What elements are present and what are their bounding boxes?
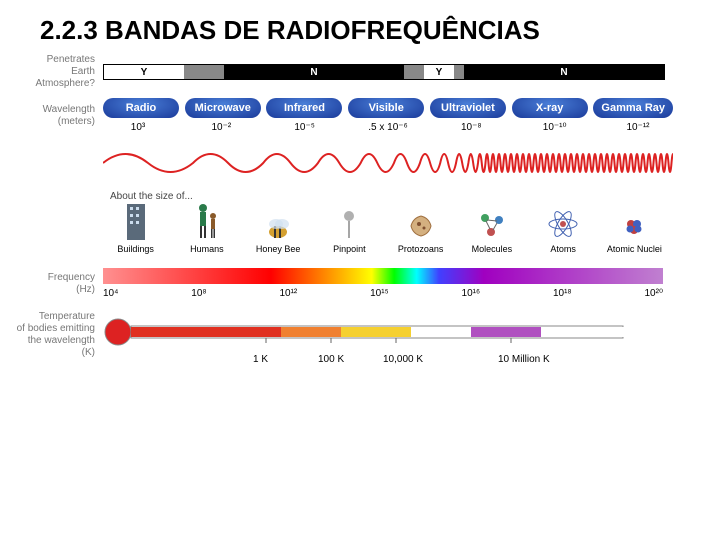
frequency-label: Frequency(Hz) <box>0 272 103 296</box>
band-pill: Ultraviolet <box>430 98 506 118</box>
size-caption: Honey Bee <box>256 244 301 254</box>
atmosphere-label: PenetratesEarthAtmosphere? <box>0 54 103 90</box>
wavelength-value: 10⁻¹² <box>603 122 673 133</box>
size-item: Protozoans <box>386 202 456 254</box>
frequency-value: 10¹² <box>279 288 297 299</box>
size-row: Buildings Humans Honey Bee Pinpoint Protozoa… <box>100 202 670 254</box>
atmosphere-segment: N <box>464 65 664 79</box>
protozoa-icon <box>407 202 435 240</box>
human-icon <box>195 202 219 240</box>
size-item: Humans <box>172 202 242 254</box>
pin-icon <box>338 202 360 240</box>
frequency-value: 10¹⁸ <box>553 288 572 299</box>
frequency-bar <box>103 268 663 284</box>
size-item: Honey Bee <box>243 202 313 254</box>
atmosphere-segment: Y <box>104 65 184 79</box>
size-item: Atomic Nuclei <box>599 202 669 254</box>
atmosphere-segment <box>184 65 224 79</box>
temperature-tick: 10,000 K <box>383 354 423 365</box>
band-pill: Infrared <box>266 98 342 118</box>
wavelength-value: 10⁻⁵ <box>270 122 340 133</box>
wave-row <box>0 141 720 191</box>
bee-icon <box>262 202 294 240</box>
atmosphere-bar: YNYN <box>103 64 665 80</box>
frequency-values: 10⁴ 10⁸ 10¹² 10¹⁵ 10¹⁶ 10¹⁸ 10²⁰ <box>103 288 663 299</box>
wavelength-value: 10⁻¹⁰ <box>520 122 590 133</box>
band-pills: Radio MicrowaveInfrared Visible Ultraviolet… <box>103 98 673 118</box>
band-pill: Visible <box>348 98 424 118</box>
wavelength-value: 10⁻² <box>186 122 256 133</box>
frequency-row: Frequency(Hz) 10⁴ 10⁸ 10¹² 10¹⁵ 10¹⁶ 10¹⁸ 10²⁰ <box>0 268 720 299</box>
atmosphere-segment <box>454 65 464 79</box>
page-title: 2.2.3 BANDAS DE RADIOFREQUÊNCIAS <box>0 0 720 46</box>
size-item: Atoms <box>528 202 598 254</box>
temperature-row: Temperatureof bodies emittingthe wavelen… <box>0 311 720 359</box>
wavelength-label: Wavelength(meters) <box>0 104 103 128</box>
size-caption: Protozoans <box>398 244 444 254</box>
frequency-value: 10¹⁶ <box>462 288 481 299</box>
frequency-value: 10²⁰ <box>644 288 662 299</box>
atmosphere-segment: Y <box>424 65 454 79</box>
size-item: Buildings <box>101 202 171 254</box>
size-caption: Humans <box>190 244 224 254</box>
temperature-tick: 10 Million K <box>498 354 550 365</box>
wavelength-value: 10⁻⁸ <box>436 122 506 133</box>
frequency-value: 10¹⁵ <box>370 288 389 299</box>
size-caption: Pinpoint <box>333 244 366 254</box>
temperature-tick: 1 K <box>253 354 268 365</box>
band-pill: Gamma Ray <box>593 98 673 118</box>
wavelength-row: Wavelength(meters) Radio MicrowaveInfrare… <box>0 98 720 133</box>
frequency-value: 10⁸ <box>191 288 206 299</box>
size-caption: Molecules <box>472 244 513 254</box>
wave-diagram <box>103 141 673 186</box>
atmosphere-segment: N <box>224 65 404 79</box>
size-caption: Atoms <box>550 244 576 254</box>
wavelength-value: .5 x 10⁻⁶ <box>353 122 423 133</box>
size-caption: Buildings <box>117 244 154 254</box>
wavelength-value: 10³ <box>103 122 173 133</box>
building-icon <box>121 202 151 240</box>
temperature-thermometer <box>103 317 663 347</box>
size-item: Molecules <box>457 202 527 254</box>
size-caption: Atomic Nuclei <box>607 244 662 254</box>
wavelength-values: 10³ 10⁻² 10⁻⁵ .5 x 10⁻⁶ 10⁻⁸ 10⁻¹⁰ 10⁻¹² <box>103 122 673 133</box>
molecule-icon <box>477 202 507 240</box>
temperature-label: Temperatureof bodies emittingthe wavelen… <box>0 311 103 359</box>
frequency-value: 10⁴ <box>103 288 118 299</box>
temperature-tick: 100 K <box>318 354 344 365</box>
band-pill: Radio <box>103 98 179 118</box>
atom-icon <box>547 202 579 240</box>
size-label: About the size of... <box>110 191 720 202</box>
size-item: Pinpoint <box>314 202 384 254</box>
atmosphere-segment <box>404 65 424 79</box>
band-pill: X-ray <box>512 98 588 118</box>
band-pill: Microwave <box>185 98 261 118</box>
nucleus-icon <box>621 202 647 240</box>
atmosphere-row: PenetratesEarthAtmosphere? YNYN <box>0 54 720 90</box>
